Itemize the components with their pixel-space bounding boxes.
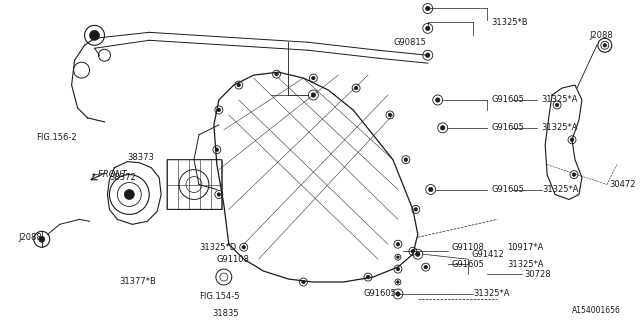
Text: G91412: G91412 (472, 250, 504, 259)
Circle shape (388, 113, 392, 117)
Text: J2088: J2088 (589, 31, 612, 40)
Circle shape (124, 189, 134, 199)
Circle shape (242, 245, 246, 249)
Circle shape (366, 275, 370, 279)
Circle shape (355, 86, 358, 90)
Text: 31325*A: 31325*A (508, 260, 544, 268)
Text: J2088: J2088 (18, 233, 42, 242)
Circle shape (312, 76, 315, 80)
Text: 31835: 31835 (212, 309, 239, 318)
Circle shape (217, 108, 221, 112)
Text: A154001656: A154001656 (572, 306, 621, 316)
Circle shape (397, 256, 399, 259)
Text: 31377*B: 31377*B (120, 276, 156, 285)
Circle shape (275, 72, 278, 76)
Circle shape (217, 193, 221, 196)
Circle shape (572, 173, 576, 176)
Text: 31325*A: 31325*A (541, 123, 578, 132)
Text: G91605: G91605 (452, 260, 484, 268)
Circle shape (603, 44, 607, 47)
Circle shape (415, 252, 420, 256)
Text: G91605: G91605 (492, 123, 524, 132)
Text: 30728: 30728 (524, 269, 551, 279)
Text: G91108: G91108 (452, 243, 484, 252)
Text: G91108: G91108 (217, 255, 250, 264)
Text: G90815: G90815 (394, 38, 427, 47)
Circle shape (39, 236, 45, 242)
Text: 31325*A: 31325*A (474, 290, 510, 299)
Circle shape (396, 267, 400, 271)
Circle shape (426, 53, 430, 58)
Circle shape (426, 6, 430, 11)
Circle shape (90, 30, 99, 40)
Circle shape (237, 83, 241, 87)
Text: 31325*A: 31325*A (541, 95, 578, 105)
Circle shape (414, 208, 418, 211)
Text: 31325*D: 31325*D (199, 243, 236, 252)
Text: ←FRONT: ←FRONT (92, 170, 127, 179)
Circle shape (435, 98, 440, 102)
Circle shape (215, 148, 219, 151)
Text: G91605: G91605 (492, 95, 524, 105)
Text: G91605: G91605 (492, 185, 524, 194)
Circle shape (397, 281, 399, 284)
Circle shape (440, 126, 445, 130)
Circle shape (424, 265, 428, 269)
Circle shape (396, 292, 400, 296)
Circle shape (411, 249, 415, 253)
Circle shape (311, 93, 316, 97)
Circle shape (426, 26, 430, 31)
Circle shape (404, 158, 408, 162)
Text: FIG.156-2: FIG.156-2 (36, 133, 76, 142)
Text: 31325*B: 31325*B (492, 18, 528, 27)
Circle shape (301, 280, 305, 284)
Text: 38372: 38372 (109, 173, 136, 182)
Text: 10917*A: 10917*A (508, 243, 544, 252)
Text: 31325*A: 31325*A (542, 185, 579, 194)
Circle shape (570, 138, 574, 141)
Circle shape (429, 187, 433, 192)
Text: G91605: G91605 (363, 290, 396, 299)
Circle shape (396, 243, 400, 246)
Text: FIG.154-5: FIG.154-5 (199, 292, 239, 301)
Text: 30472: 30472 (609, 180, 636, 189)
Circle shape (556, 103, 559, 107)
Text: 38373: 38373 (127, 153, 154, 162)
